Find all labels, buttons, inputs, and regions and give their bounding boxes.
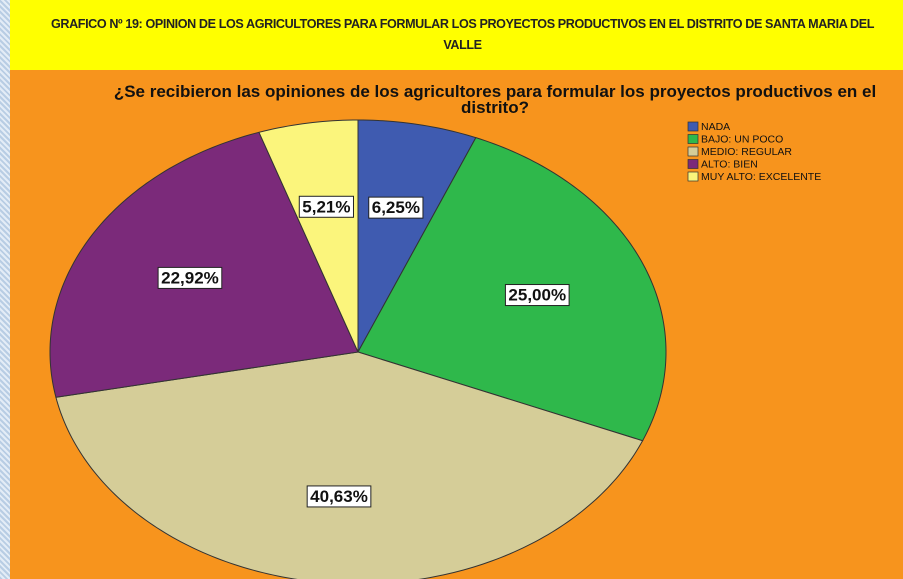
pie-slice	[357, 119, 477, 353]
legend-swatch	[687, 134, 699, 144]
data-label-text: 5,21%	[302, 197, 350, 216]
data-label-text: 25,00%	[508, 286, 566, 305]
data-label-box	[368, 196, 424, 219]
data-label: 6,25%	[368, 196, 424, 219]
pie-slice	[49, 131, 359, 398]
side-strip	[0, 0, 10, 579]
legend-swatch	[687, 159, 699, 169]
data-label: 25,00%	[504, 284, 570, 307]
data-label: 22,92%	[157, 266, 223, 289]
heading: GRAFICO Nº 19: OPINION DE LOS AGRICULTOR…	[50, 17, 875, 52]
data-label-text: 22,92%	[161, 268, 219, 287]
chart-title: ¿Se recibieron las opiniones de los agri…	[113, 82, 877, 117]
legend-label: MEDIO: REGULAR	[701, 146, 792, 158]
legend-label: ALTO: BIEN	[701, 158, 758, 170]
legend-swatch	[687, 121, 699, 132]
data-label-box	[157, 266, 223, 289]
legend-swatch	[687, 171, 699, 182]
data-label-box	[504, 284, 570, 307]
data-label: 5,21%	[298, 195, 354, 218]
heading-banner	[10, 0, 903, 70]
legend-label: MUY ALTO: EXCELENTE	[701, 171, 821, 183]
data-label-box	[306, 485, 372, 508]
legend-label: BAJO: UN POCO	[701, 133, 783, 145]
pie-slice	[258, 119, 359, 353]
data-label-text: 6,25%	[372, 198, 420, 217]
data-label-text: 40,63%	[310, 487, 368, 506]
data-label-box	[298, 195, 354, 218]
pie-slice	[55, 351, 644, 579]
legend-swatch	[687, 146, 699, 157]
legend-label: NADA	[701, 121, 730, 133]
data-label: 40,63%	[306, 485, 372, 508]
